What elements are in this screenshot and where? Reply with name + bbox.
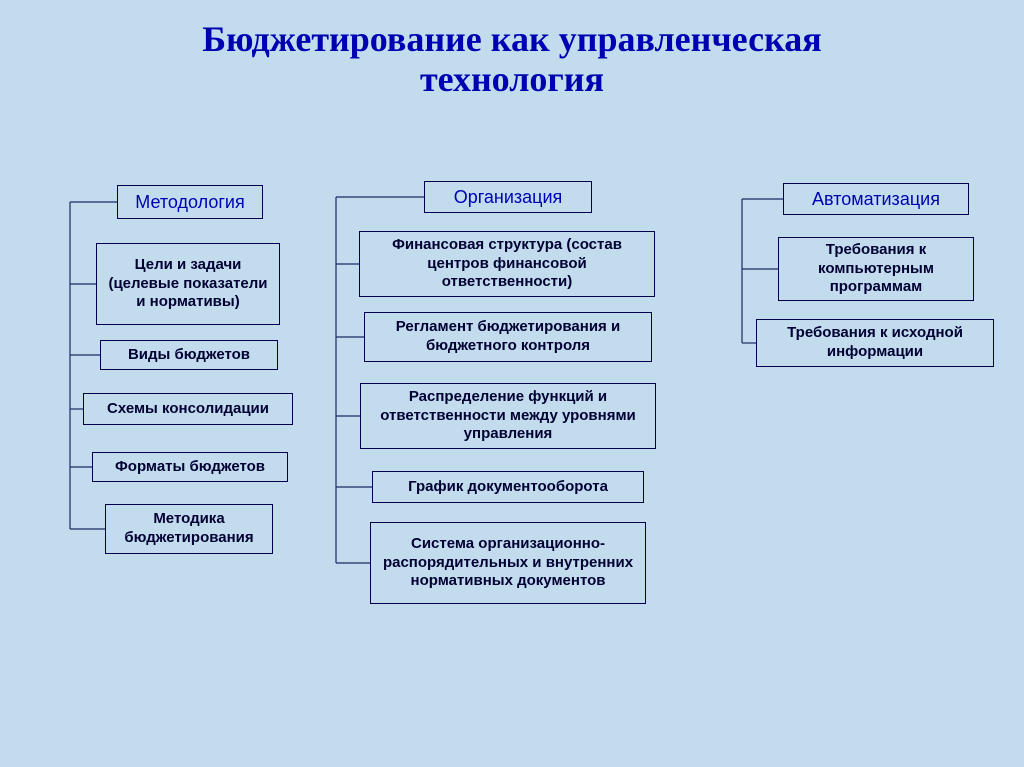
- col1-item-4: Методика бюджетирования: [105, 504, 273, 554]
- title-line2: технология: [420, 59, 604, 99]
- col1-item-1: Виды бюджетов: [100, 340, 278, 370]
- col2-item-1: Регламент бюджетирования и бюджетного ко…: [364, 312, 652, 362]
- col3-item-0: Требования к компьютерным программам: [778, 237, 974, 301]
- col2-item-0: Финансовая структура (состав центров фин…: [359, 231, 655, 297]
- col2-item-3: График документооборота: [372, 471, 644, 503]
- col1-item-2: Схемы консолидации: [83, 393, 293, 425]
- col1-item-0: Цели и задачи (целевые показатели и норм…: [96, 243, 280, 325]
- col3-item-1: Требования к исходной информации: [756, 319, 994, 367]
- col1-header: Методология: [117, 185, 263, 219]
- col2-item-2: Распределение функций и ответственности …: [360, 383, 656, 449]
- col1-item-3: Форматы бюджетов: [92, 452, 288, 482]
- col2-header: Организация: [424, 181, 592, 213]
- title-line1: Бюджетирование как управленческая: [202, 19, 822, 59]
- col3-header: Автоматизация: [783, 183, 969, 215]
- page-title: Бюджетирование как управленческая технол…: [0, 0, 1024, 99]
- col2-item-4: Система организационно-распорядительных …: [370, 522, 646, 604]
